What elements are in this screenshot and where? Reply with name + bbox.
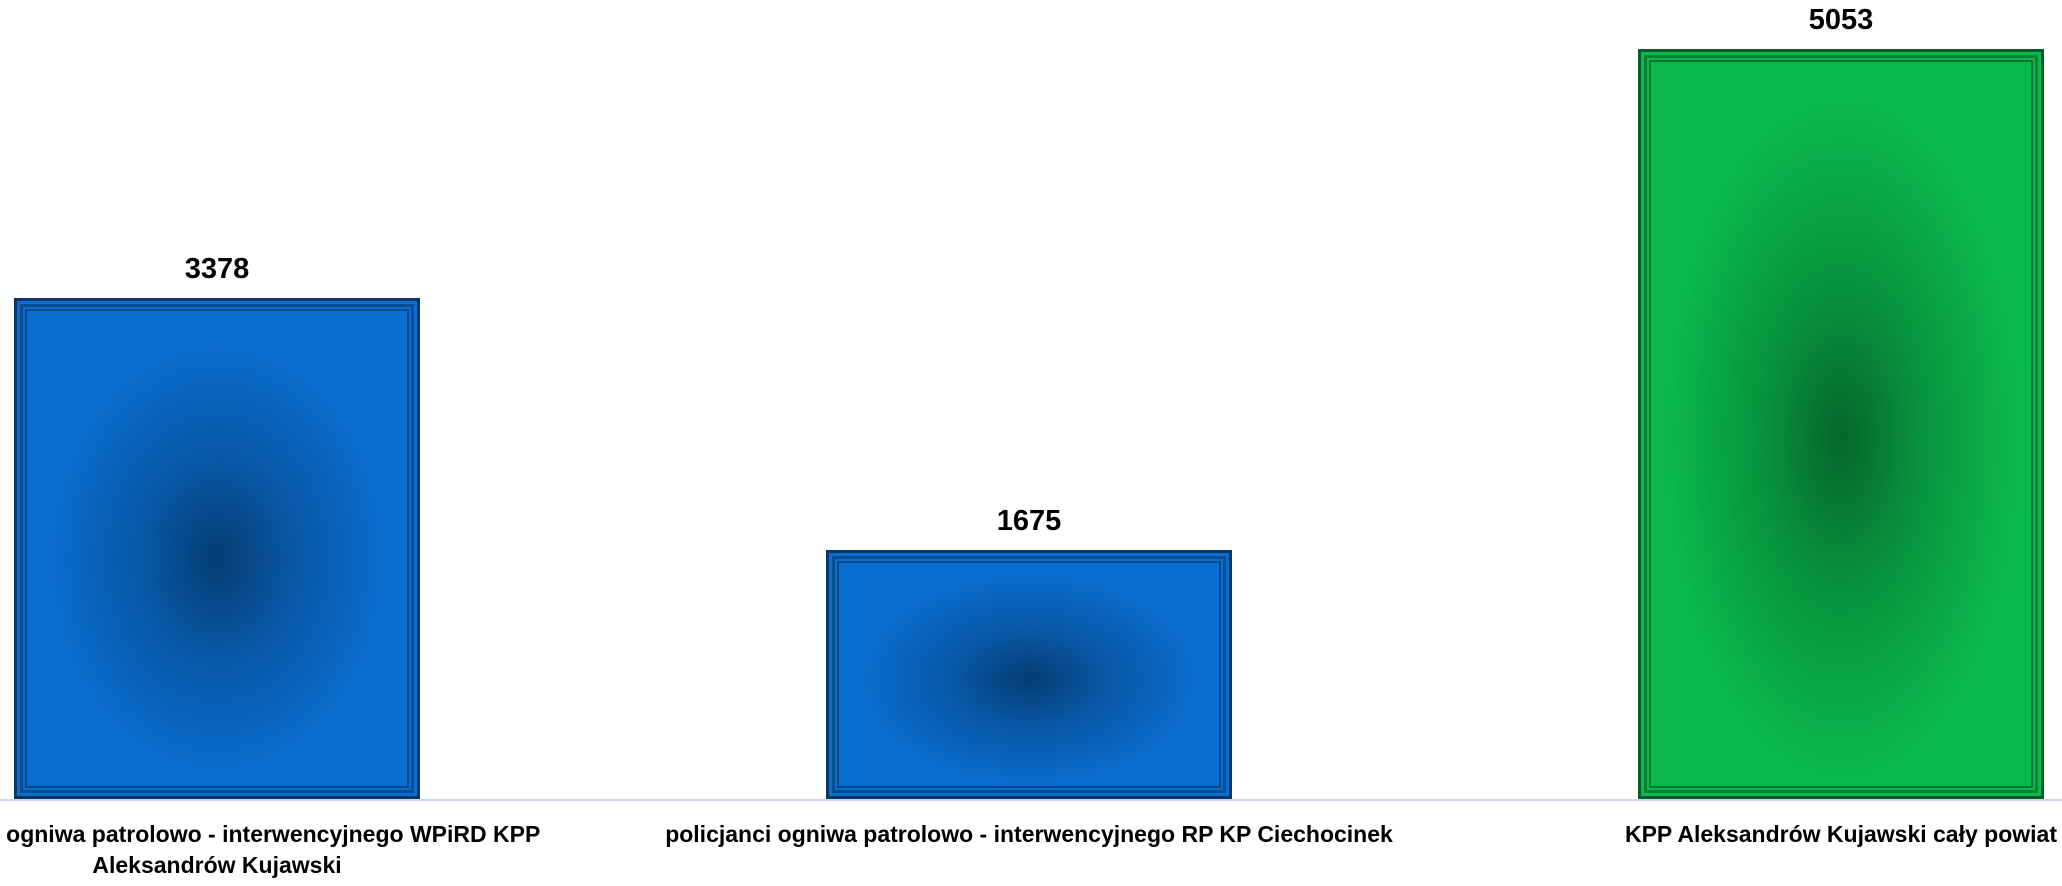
bar-2 bbox=[826, 550, 1232, 799]
value-label-1: 3378 bbox=[184, 252, 250, 285]
bar-1-bevel bbox=[25, 308, 409, 788]
category-label-1: policjanci ogniwa patrolowo - interwency… bbox=[0, 821, 541, 878]
bar-3-bevel bbox=[1649, 60, 2033, 788]
bar-2-bevel bbox=[837, 561, 1221, 788]
bar-1 bbox=[14, 297, 420, 799]
category-label-3: KPP Aleksandrów Kujawski cały powiat bbox=[1624, 821, 2058, 847]
category-label-2: policjanci ogniwa patrolowo - interwency… bbox=[665, 821, 1393, 847]
value-label-2: 1675 bbox=[996, 505, 1062, 538]
x-axis-line bbox=[0, 799, 2062, 801]
value-label-3: 5053 bbox=[1808, 4, 1874, 36]
bar-3 bbox=[1638, 49, 2044, 799]
